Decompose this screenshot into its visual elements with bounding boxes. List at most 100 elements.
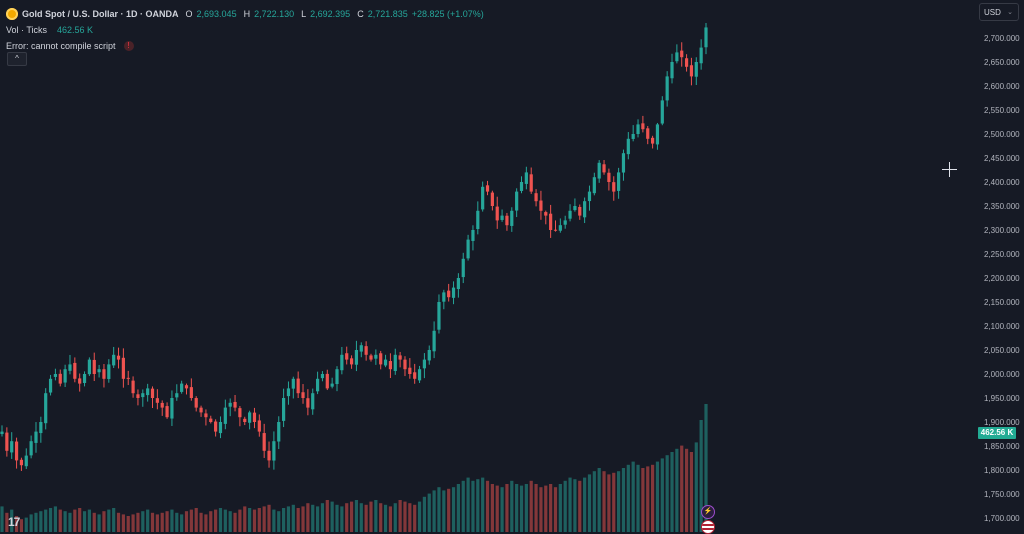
candle-body (636, 124, 640, 135)
volume-bar (568, 477, 572, 532)
candle-body (10, 441, 14, 453)
candle-body (641, 123, 645, 130)
candle-body (238, 408, 242, 418)
price-axis-tick: 1,700.000 (984, 514, 1020, 523)
volume-bar (277, 511, 281, 532)
volume-bar (495, 485, 499, 532)
volume-bar (539, 487, 543, 532)
price-axis-tick: 2,650.000 (984, 58, 1020, 67)
volume-bar (296, 508, 300, 532)
volume-bar (10, 509, 14, 532)
volume-bar (379, 503, 383, 532)
candle-body (146, 388, 150, 396)
price-axis-tick: 2,300.000 (984, 226, 1020, 235)
candle-body (524, 172, 528, 184)
volume-bar (39, 511, 43, 532)
price-axis-tick: 2,100.000 (984, 322, 1020, 331)
volume-bar (107, 509, 111, 532)
candle-body (92, 359, 96, 374)
volume-bar (14, 516, 19, 532)
volume-bar (500, 487, 504, 532)
candle-body (374, 354, 378, 359)
volume-bar (684, 448, 689, 532)
currency-dropdown[interactable]: USD ⌄ (979, 3, 1019, 21)
candle-body (437, 302, 441, 330)
volume-label[interactable]: Vol · Ticks (6, 25, 48, 35)
volume-bar (364, 504, 368, 532)
candle-body (107, 364, 111, 379)
volume-bar (131, 514, 135, 532)
error-icon[interactable]: ! (123, 41, 134, 51)
candle-body (257, 420, 261, 432)
candle-body (160, 402, 164, 408)
candle-body (607, 172, 611, 182)
symbol-title[interactable]: Gold Spot / U.S. Dollar · 1D · OANDA (22, 9, 179, 19)
candle-body (427, 350, 431, 361)
candle-body (291, 378, 295, 389)
price-axis-tick: 2,000.000 (984, 370, 1020, 379)
volume-bar (583, 477, 587, 532)
candle-body (252, 412, 257, 422)
volume-bar (383, 504, 388, 532)
candle-body (24, 455, 28, 467)
volume-bar (490, 484, 494, 532)
price-axis-tick: 2,350.000 (984, 202, 1020, 211)
candle-body (655, 124, 660, 145)
candle-body (398, 355, 402, 360)
volume-bar (121, 514, 125, 532)
volume-bar (393, 503, 397, 532)
price-axis[interactable]: 2,700.000 2,650.000 2,600.000 2,550.000 2,50… (984, 34, 1020, 523)
candle-body (568, 210, 572, 219)
candle-body (112, 354, 116, 366)
candle-body (301, 392, 305, 398)
candle-body (699, 47, 703, 64)
price-axis-tick: 1,750.000 (984, 490, 1020, 499)
volume-bar (451, 487, 456, 532)
candle-body (485, 185, 490, 192)
close-label: C (357, 9, 364, 19)
change-value: +28.825 (+1.07%) (411, 9, 484, 19)
volume-bar (359, 503, 363, 532)
candle-body (282, 398, 286, 421)
collapse-legend-button[interactable]: ^ (7, 52, 27, 66)
candle-body (364, 346, 368, 355)
currency-label: USD (984, 8, 1001, 17)
volume-bar (155, 514, 159, 532)
candle-body (451, 287, 456, 298)
volume-bar (675, 448, 679, 532)
candle-body (296, 378, 300, 394)
candle-body (369, 355, 373, 360)
volume-bar (340, 506, 344, 532)
chevron-down-icon: ⌄ (1007, 9, 1013, 16)
volume-bar (655, 461, 660, 532)
volume-bar (563, 480, 567, 532)
candle-body (694, 62, 698, 77)
candle-body (379, 353, 383, 365)
candle-body (320, 374, 325, 379)
candle-body (44, 393, 48, 424)
low-label: L (301, 9, 307, 19)
error-row[interactable]: Error: cannot compile script ! (6, 38, 484, 54)
volume-bar (306, 503, 310, 532)
candle-body (383, 359, 388, 366)
candle-body (675, 52, 679, 62)
candle-body (650, 137, 655, 144)
symbol-row[interactable]: Gold Spot / U.S. Dollar · 1D · OANDA O 2,… (6, 6, 484, 22)
volume-bar (189, 509, 193, 532)
volume-bar (19, 519, 24, 532)
candle-body (354, 350, 359, 365)
flash-event-icon[interactable]: ⚡ (701, 505, 715, 519)
volume-row[interactable]: Vol · Ticks 462.56 K (6, 22, 484, 38)
error-text: Error: cannot compile script (6, 41, 116, 51)
high-label: H (243, 9, 251, 19)
volume-bar (141, 511, 145, 532)
low-value: 2,692.395 (310, 9, 351, 19)
tradingview-logo[interactable]: 17 (8, 515, 20, 529)
volume-bar (335, 504, 339, 532)
candle-body (131, 380, 135, 394)
candle-body (621, 153, 626, 173)
volume-bar (126, 516, 130, 532)
price-axis-tick: 1,950.000 (984, 394, 1020, 403)
volume-bar (252, 509, 257, 532)
